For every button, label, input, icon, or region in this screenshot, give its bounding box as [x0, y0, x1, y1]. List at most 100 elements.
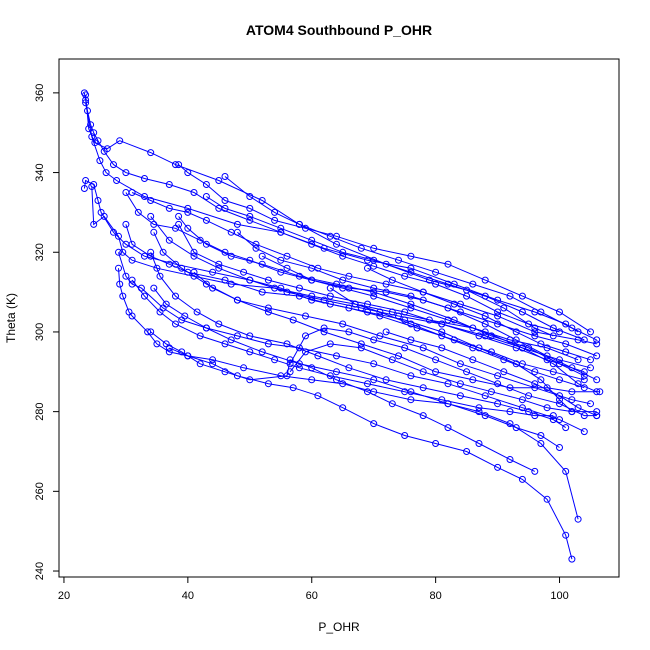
data-point	[128, 312, 136, 320]
data-point	[596, 388, 604, 396]
series-line	[153, 287, 560, 448]
data-point	[531, 467, 539, 475]
series-line	[83, 179, 591, 369]
data-point	[370, 244, 378, 252]
series-line	[118, 252, 585, 433]
data-point	[221, 197, 229, 204]
data-point	[178, 348, 186, 356]
data-point	[481, 292, 489, 300]
data-point	[264, 380, 272, 388]
data-point	[209, 284, 217, 292]
data-point	[407, 304, 415, 312]
data-point	[580, 412, 588, 420]
x-axis-label: P_OHR	[318, 620, 360, 634]
series-21	[147, 212, 588, 384]
data-point	[407, 268, 415, 276]
data-point	[574, 404, 582, 412]
data-point	[481, 412, 489, 420]
data-point	[264, 304, 272, 312]
data-point	[333, 352, 340, 360]
data-point	[221, 204, 229, 212]
data-point	[537, 432, 545, 439]
series-line	[150, 252, 566, 429]
data-point	[574, 380, 582, 388]
data-point	[156, 272, 164, 280]
data-point	[153, 264, 161, 272]
x-tick-label: 60	[306, 590, 318, 602]
x-tick-label: 100	[550, 590, 568, 602]
data-point	[345, 328, 353, 336]
data-point	[438, 332, 446, 340]
data-point	[103, 145, 111, 153]
data-point	[100, 212, 108, 220]
series-line	[193, 271, 600, 393]
data-point	[82, 91, 90, 99]
data-point	[568, 388, 576, 396]
data-point	[587, 364, 594, 372]
data-point	[82, 177, 90, 184]
data-point	[271, 356, 279, 364]
data-point	[549, 412, 557, 420]
data-point	[264, 308, 272, 316]
data-point	[568, 364, 576, 372]
data-point	[221, 173, 229, 180]
data-point	[295, 364, 303, 372]
data-point	[122, 220, 130, 228]
data-point	[481, 276, 489, 284]
data-point	[184, 204, 192, 212]
data-point	[326, 340, 334, 348]
data-point	[587, 356, 594, 364]
data-point	[116, 137, 124, 145]
series-line	[169, 347, 573, 560]
data-point	[196, 332, 204, 340]
series-line	[85, 102, 579, 333]
data-point	[556, 308, 563, 316]
data-point	[215, 264, 223, 272]
series-25	[258, 252, 601, 396]
data-point	[364, 388, 371, 396]
data-point	[277, 284, 285, 292]
data-point	[165, 260, 173, 268]
data-point	[543, 344, 551, 352]
data-point	[463, 368, 471, 376]
data-point	[233, 332, 241, 340]
data-point	[252, 244, 260, 252]
data-point	[425, 316, 433, 324]
series-23	[221, 173, 601, 344]
data-point	[543, 495, 551, 503]
data-point	[549, 324, 557, 332]
data-point	[549, 360, 557, 368]
data-point	[326, 300, 334, 308]
data-point	[295, 220, 303, 228]
data-point	[587, 328, 594, 336]
data-point	[345, 304, 353, 312]
data-point	[165, 181, 173, 188]
data-point	[193, 308, 201, 316]
data-point	[215, 320, 223, 328]
data-point	[562, 531, 570, 539]
series-27	[286, 340, 601, 416]
data-point	[407, 372, 415, 380]
data-point	[463, 448, 471, 455]
data-point	[432, 368, 440, 376]
data-point	[419, 296, 427, 304]
series-9	[150, 228, 594, 408]
data-point	[246, 276, 254, 284]
series-26	[286, 324, 601, 420]
data-point	[370, 284, 378, 292]
data-point	[543, 356, 551, 364]
data-point	[401, 344, 409, 352]
data-point	[314, 392, 322, 400]
data-point	[144, 328, 152, 336]
data-point	[175, 212, 183, 220]
data-point	[543, 352, 551, 360]
data-point	[150, 228, 158, 236]
data-point	[388, 356, 396, 364]
data-point	[333, 368, 340, 376]
data-point	[593, 388, 601, 396]
data-point	[357, 344, 365, 352]
series-line	[261, 255, 597, 393]
series-line	[289, 343, 597, 413]
data-point	[165, 236, 173, 244]
data-point	[407, 252, 415, 260]
